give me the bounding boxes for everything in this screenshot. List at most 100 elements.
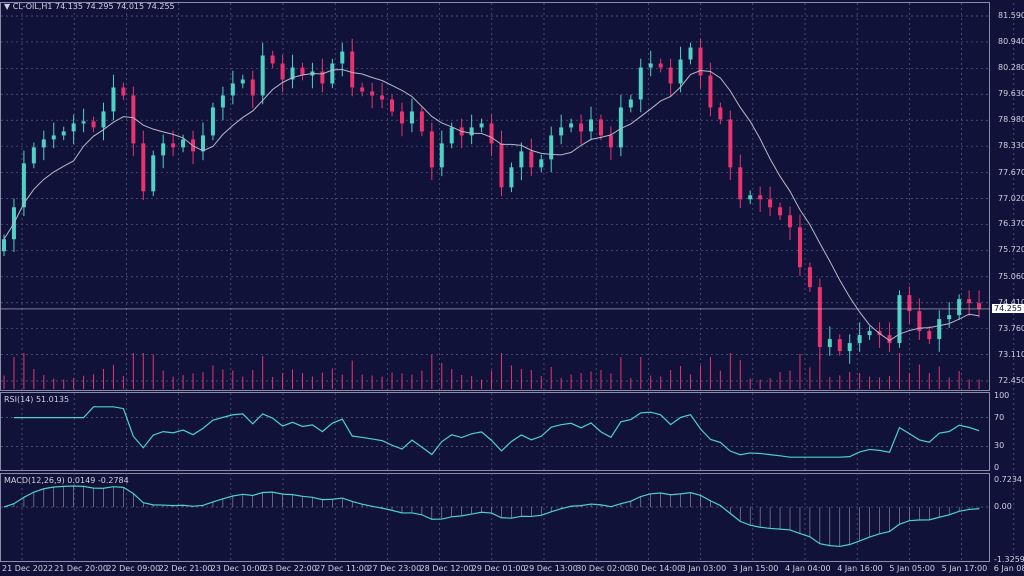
bear-candle — [708, 75, 713, 108]
bear-candle — [489, 123, 494, 144]
bear-candle — [360, 87, 365, 92]
bull-candle — [200, 135, 205, 152]
price-tick-label: 77.020 — [998, 193, 1024, 203]
bull-candle — [897, 295, 902, 344]
bull-candle — [937, 319, 942, 340]
dropdown-triangle-icon[interactable]: ▼ — [4, 2, 11, 11]
bull-candle — [847, 343, 852, 352]
bear-candle — [967, 299, 972, 304]
macd-tick-label: -1.3259 — [994, 555, 1024, 564]
ohlc-readout: 74.135 74.295 74.015 74.255 — [55, 2, 175, 11]
bull-candle — [330, 63, 335, 84]
bull-candle — [240, 79, 245, 84]
bull-candle — [2, 239, 6, 252]
bull-candle — [81, 121, 86, 124]
bull-candle — [519, 151, 524, 168]
price-tick-label: 75.060 — [998, 271, 1024, 281]
bear-candle — [758, 195, 763, 200]
price-tick-label: 72.450 — [998, 376, 1024, 385]
bear-candle — [419, 111, 424, 132]
bear-candle — [141, 143, 146, 192]
time-tick-label: 21 Dec 2022 — [2, 564, 54, 573]
bear-candle — [728, 119, 733, 168]
bear-candle — [121, 87, 126, 96]
time-tick-label: 3 Jan 15:00 — [732, 564, 779, 573]
price-tick-label: 75.720 — [998, 245, 1024, 255]
time-tick-label: 27 Dec 23:00 — [367, 564, 422, 573]
bull-candle — [688, 47, 693, 60]
rsi-tick-label: 70 — [994, 412, 1005, 422]
bear-candle — [977, 303, 982, 309]
rsi-pane-border — [0, 392, 990, 471]
bear-candle — [797, 227, 802, 268]
bear-candle — [738, 167, 743, 200]
bull-candle — [947, 315, 952, 320]
bear-candle — [668, 67, 673, 84]
bear-candle — [300, 67, 305, 76]
time-tick-label: 30 Dec 02:00 — [576, 564, 630, 573]
bull-candle — [559, 127, 564, 136]
time-tick-label: 22 Dec 09:00 — [106, 564, 161, 573]
bull-candle — [161, 143, 166, 156]
price-tick-label: 78.980 — [998, 115, 1024, 125]
price-tick-label: 79.630 — [998, 89, 1024, 99]
time-tick-label: 27 Dec 11:00 — [315, 564, 369, 573]
rsi-tick-label: 30 — [994, 441, 1005, 451]
bear-candle — [917, 311, 922, 332]
bear-candle — [788, 215, 793, 228]
bear-candle — [171, 143, 176, 148]
bull-candle — [867, 331, 872, 336]
price-tick-label: 80.940 — [998, 36, 1024, 46]
bear-candle — [907, 295, 912, 312]
time-tick-label: 30 Dec 14:00 — [628, 564, 683, 573]
bear-candle — [350, 51, 355, 88]
time-tick-label: 28 Dec 12:00 — [419, 564, 474, 573]
bear-candle — [807, 267, 812, 288]
bull-candle — [569, 123, 574, 128]
price-tick-label: 73.110 — [998, 349, 1024, 359]
bull-candle — [589, 119, 594, 132]
bull-candle — [549, 135, 554, 160]
price-tick-label: 76.370 — [998, 219, 1024, 229]
bear-candle — [399, 111, 404, 124]
price-tick-label: 80.280 — [998, 63, 1024, 73]
bull-candle — [101, 111, 106, 128]
bear-candle — [91, 121, 96, 128]
bear-candle — [370, 91, 375, 96]
macd-label: MACD(12,26,9) 0.0149 -0.2784 — [4, 476, 129, 485]
price-tick-label: 77.670 — [998, 167, 1024, 177]
bull-candle — [151, 155, 156, 192]
bull-candle — [628, 99, 633, 108]
bull-candle — [618, 107, 623, 148]
price-tick-label: 78.330 — [998, 141, 1024, 151]
main-pane-border — [0, 2, 990, 391]
bull-candle — [857, 335, 862, 344]
bear-candle — [837, 339, 842, 352]
bear-candle — [608, 135, 613, 148]
bull-candle — [479, 123, 484, 128]
bull-candle — [260, 55, 265, 96]
macd-tick-label: 0.00 — [994, 502, 1012, 511]
time-tick-label: 21 Dec 20:00 — [54, 564, 108, 573]
bear-candle — [658, 63, 663, 68]
bull-candle — [439, 143, 444, 168]
time-tick-label: 4 Jan 16:00 — [837, 564, 883, 573]
bear-candle — [499, 143, 504, 188]
bull-candle — [230, 83, 235, 96]
bull-candle — [340, 51, 345, 64]
time-tick-label: 22 Dec 21:00 — [158, 564, 213, 573]
bull-candle — [509, 167, 514, 188]
bear-candle — [598, 119, 603, 136]
moving-average-line — [3, 69, 980, 342]
price-tick-label: 81.590 — [998, 11, 1024, 20]
bull-candle — [220, 95, 225, 108]
current-price-tag: 74.255 — [992, 303, 1024, 313]
rsi-tick-label: 0 — [994, 463, 1000, 472]
rsi-label: RSI(14) 51.0135 — [4, 395, 70, 404]
macd-tick-label: 0.7234 — [994, 475, 1022, 484]
price-tick-label: 74.410 — [998, 297, 1024, 307]
bear-candle — [131, 95, 136, 144]
time-tick-label: 29 Dec 13:00 — [524, 564, 578, 573]
time-tick-label: 29 Dec 01:00 — [471, 564, 526, 573]
